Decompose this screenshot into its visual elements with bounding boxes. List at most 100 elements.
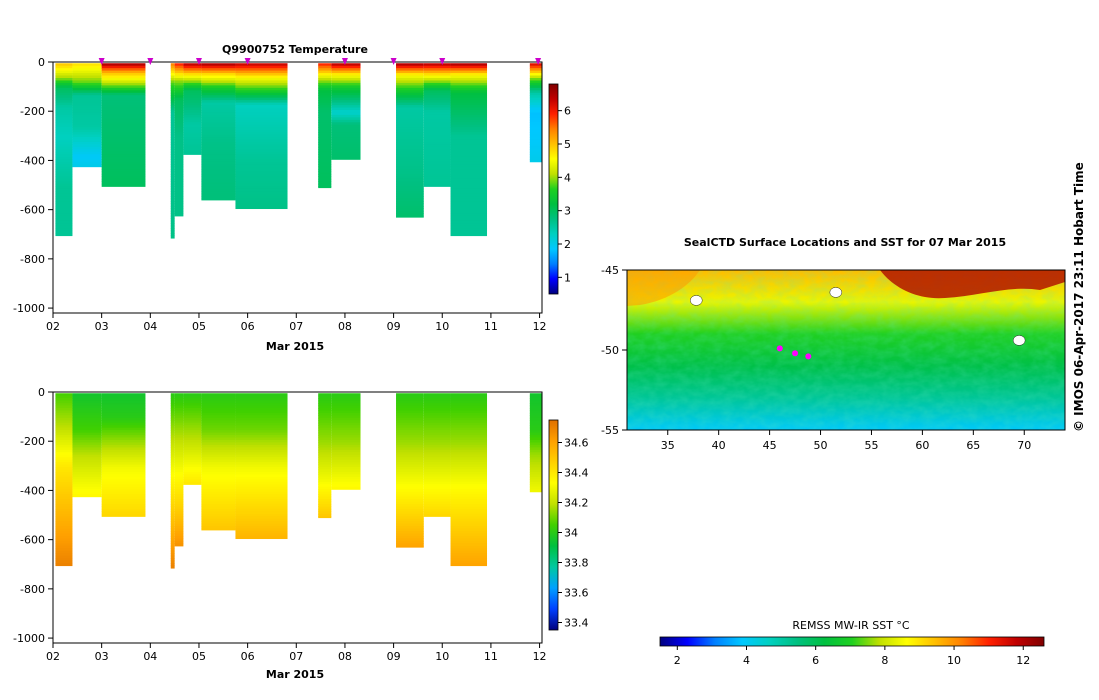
profile-cell bbox=[331, 114, 361, 118]
map-x-tick-label: 70 bbox=[1017, 439, 1031, 452]
profile-cell bbox=[318, 151, 332, 155]
profile-cell bbox=[318, 516, 332, 519]
profile-marker bbox=[98, 58, 105, 65]
profile-cell bbox=[450, 191, 488, 195]
profile-cell bbox=[201, 457, 236, 461]
profile-cell bbox=[170, 114, 175, 118]
profile-cell bbox=[423, 112, 451, 116]
profile-cell bbox=[331, 405, 361, 409]
profile-cell bbox=[235, 435, 288, 439]
profile-cell bbox=[55, 109, 73, 114]
profile-cell bbox=[331, 464, 361, 468]
profile-cell bbox=[170, 154, 175, 158]
profile-cell bbox=[450, 78, 488, 82]
profile-cell bbox=[235, 132, 288, 136]
profile-cell bbox=[529, 109, 542, 114]
profile-cell bbox=[101, 85, 146, 89]
profile-cell bbox=[101, 70, 146, 74]
temperature-profiles bbox=[55, 63, 542, 239]
profile-cell bbox=[101, 114, 146, 118]
profile-cell bbox=[72, 425, 102, 429]
profile-cell bbox=[396, 208, 424, 212]
profile-cell bbox=[55, 518, 73, 522]
profile-cell bbox=[318, 127, 332, 131]
profile-cell bbox=[55, 230, 73, 234]
profile-cell bbox=[55, 435, 73, 439]
profile-cell bbox=[101, 102, 146, 106]
profile-cell bbox=[55, 526, 73, 530]
profile-cell bbox=[174, 516, 184, 520]
profile-cell bbox=[170, 464, 175, 468]
profile-cell bbox=[201, 183, 236, 187]
profile-column bbox=[201, 393, 236, 531]
x-tick-label: 03 bbox=[95, 320, 109, 333]
profile-cell bbox=[55, 550, 73, 554]
profile-cell bbox=[235, 137, 288, 141]
profile-cell bbox=[396, 87, 424, 91]
x-tick-label: 02 bbox=[46, 320, 60, 333]
profile-cell bbox=[201, 159, 236, 163]
profile-cell bbox=[423, 75, 451, 79]
profile-cell bbox=[170, 144, 175, 148]
profile-cell bbox=[170, 444, 175, 448]
profile-cell bbox=[201, 107, 236, 111]
profile-cell bbox=[55, 210, 73, 214]
profile-cell bbox=[170, 506, 175, 510]
colorbar-tick-label: 33.6 bbox=[564, 587, 589, 600]
profile-cell bbox=[396, 491, 424, 495]
profile-cell bbox=[201, 462, 236, 466]
profile-cell bbox=[170, 501, 175, 505]
profile-cell bbox=[174, 476, 184, 480]
profile-cell bbox=[331, 105, 361, 109]
profile-cell bbox=[450, 408, 488, 412]
profile-cell bbox=[331, 395, 361, 399]
profile-cell bbox=[396, 137, 424, 141]
profile-cell bbox=[174, 543, 184, 547]
profile-cell bbox=[331, 85, 361, 89]
profile-cell bbox=[201, 464, 236, 468]
profile-cell bbox=[174, 439, 184, 444]
profile-cell bbox=[529, 420, 542, 424]
profile-cell bbox=[331, 432, 361, 436]
profile-cell bbox=[396, 100, 424, 104]
profile-cell bbox=[450, 459, 488, 463]
profile-cell bbox=[318, 432, 332, 436]
profile-cell bbox=[55, 513, 73, 517]
profile-cell bbox=[170, 449, 175, 453]
profile-markers bbox=[98, 58, 542, 65]
profile-cell bbox=[529, 427, 542, 431]
profile-cell bbox=[183, 408, 202, 412]
profile-cell bbox=[201, 87, 236, 91]
profile-cell bbox=[235, 183, 288, 187]
profile-cell bbox=[423, 132, 451, 136]
profile-cell bbox=[55, 415, 73, 419]
x-tick-label: 06 bbox=[241, 320, 255, 333]
profile-cell bbox=[235, 85, 288, 89]
profile-cell bbox=[101, 154, 146, 158]
profile-cell bbox=[170, 432, 175, 436]
profile-cell bbox=[318, 82, 332, 86]
profile-cell bbox=[55, 427, 73, 431]
profile-cell bbox=[529, 107, 542, 111]
profile-cell bbox=[396, 201, 424, 205]
profile-cell bbox=[170, 491, 175, 495]
profile-cell bbox=[170, 65, 175, 69]
profile-cell bbox=[170, 563, 175, 567]
profile-cell bbox=[235, 412, 288, 416]
profile-cell bbox=[183, 398, 202, 402]
profile-cell bbox=[170, 85, 175, 89]
profile-cell bbox=[450, 117, 488, 121]
profile-cell bbox=[183, 141, 202, 146]
profile-cell bbox=[423, 474, 451, 478]
profile-cell bbox=[423, 107, 451, 111]
profile-cell bbox=[423, 420, 451, 424]
profile-cell bbox=[450, 210, 488, 214]
profile-cell bbox=[101, 398, 146, 402]
profile-cell bbox=[55, 193, 73, 197]
profile-cell bbox=[170, 151, 175, 155]
profile-cell bbox=[235, 164, 288, 168]
profile-cell bbox=[450, 469, 488, 473]
profile-cell bbox=[396, 484, 424, 488]
profile-cell bbox=[450, 208, 488, 212]
profile-cell bbox=[201, 474, 236, 478]
